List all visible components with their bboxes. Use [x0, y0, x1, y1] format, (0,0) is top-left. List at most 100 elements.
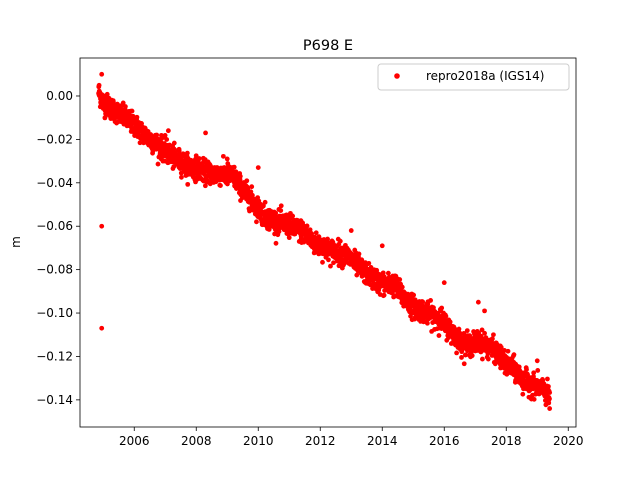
data-point	[325, 236, 330, 242]
data-point	[276, 229, 282, 234]
data-point	[502, 348, 507, 353]
legend: repro2018a (IGS14)	[377, 63, 570, 91]
data-point	[456, 326, 462, 332]
data-point	[447, 319, 453, 325]
data-point	[290, 213, 296, 219]
data-point	[262, 199, 268, 205]
data-point	[469, 353, 475, 359]
data-point	[337, 238, 343, 244]
data-point	[475, 299, 481, 305]
y-tick-label: −0.02	[36, 132, 73, 146]
data-point	[313, 230, 319, 236]
data-point	[443, 313, 449, 319]
data-point	[366, 260, 372, 266]
data-point	[354, 272, 360, 278]
data-point	[463, 352, 468, 358]
data-point	[520, 391, 526, 397]
data-point	[123, 104, 128, 109]
y-tick-label: −0.14	[36, 393, 73, 407]
data-point	[307, 227, 313, 233]
data-point	[231, 164, 237, 170]
data-point	[202, 183, 208, 189]
data-point	[524, 367, 529, 372]
data-point	[385, 270, 391, 276]
data-point	[176, 148, 182, 154]
y-tick-label: −0.06	[36, 219, 73, 233]
data-point	[534, 358, 540, 364]
x-tick-label: 2016	[429, 434, 460, 448]
y-tick-label: −0.08	[36, 263, 73, 277]
data-point	[285, 231, 291, 237]
data-point	[96, 82, 102, 88]
data-point	[546, 400, 552, 406]
data-point	[441, 280, 447, 286]
plot-area-frame	[79, 57, 577, 428]
data-point	[420, 299, 426, 305]
data-point	[547, 406, 553, 411]
data-point	[545, 376, 550, 382]
data-point	[454, 350, 459, 356]
x-tick-label: 2008	[181, 434, 212, 448]
data-point	[490, 336, 495, 342]
data-point	[304, 223, 310, 229]
data-point	[381, 292, 387, 298]
data-point	[171, 146, 177, 152]
y-tick-label: 0.00	[46, 89, 73, 103]
x-tick-label: 2018	[491, 434, 522, 448]
y-tick-label: −0.10	[36, 306, 73, 320]
data-point	[261, 203, 266, 209]
x-tick-label: 2010	[243, 434, 274, 448]
x-tick-label: 2012	[305, 434, 336, 448]
data-point	[505, 348, 511, 354]
legend-box	[377, 63, 570, 91]
data-point	[312, 234, 318, 240]
data-point	[134, 114, 140, 120]
data-point	[511, 352, 517, 358]
data-point	[328, 263, 333, 269]
data-point	[254, 219, 259, 225]
data-point	[162, 133, 168, 138]
y-tick-label: −0.04	[36, 176, 73, 190]
data-point	[428, 298, 434, 303]
data-point	[185, 181, 191, 187]
data-point	[278, 203, 284, 209]
data-point	[99, 223, 105, 229]
data-point	[273, 210, 279, 216]
y-axis-label: m	[9, 236, 23, 248]
data-point	[278, 208, 284, 213]
data-point	[179, 174, 184, 180]
data-point	[531, 370, 537, 376]
data-point	[171, 140, 177, 146]
data-point	[203, 130, 208, 136]
data-point	[399, 284, 405, 290]
data-point	[218, 183, 223, 188]
data-point	[320, 259, 325, 265]
x-tick-label: 2020	[553, 434, 584, 448]
data-point	[237, 173, 243, 179]
data-point	[439, 305, 445, 311]
data-point	[233, 169, 239, 175]
data-point	[436, 333, 442, 338]
data-point	[397, 277, 403, 282]
data-point	[547, 396, 552, 402]
y-tick-label: −0.12	[36, 349, 73, 363]
data-point	[104, 91, 110, 97]
data-point	[255, 165, 261, 171]
data-point	[531, 396, 537, 402]
data-point	[479, 327, 485, 333]
data-point	[547, 390, 553, 395]
data-point	[498, 344, 504, 350]
data-point	[482, 330, 487, 336]
data-points	[96, 71, 553, 411]
data-point	[461, 361, 467, 367]
data-point	[286, 235, 292, 241]
data-point	[220, 153, 226, 159]
data-point	[164, 137, 170, 142]
data-point	[196, 156, 202, 161]
data-point	[546, 384, 551, 389]
data-point	[184, 150, 190, 156]
data-point	[411, 292, 417, 298]
legend-label-series: repro2018a (IGS14)	[426, 69, 544, 83]
data-point	[464, 328, 470, 334]
data-point	[425, 320, 430, 326]
